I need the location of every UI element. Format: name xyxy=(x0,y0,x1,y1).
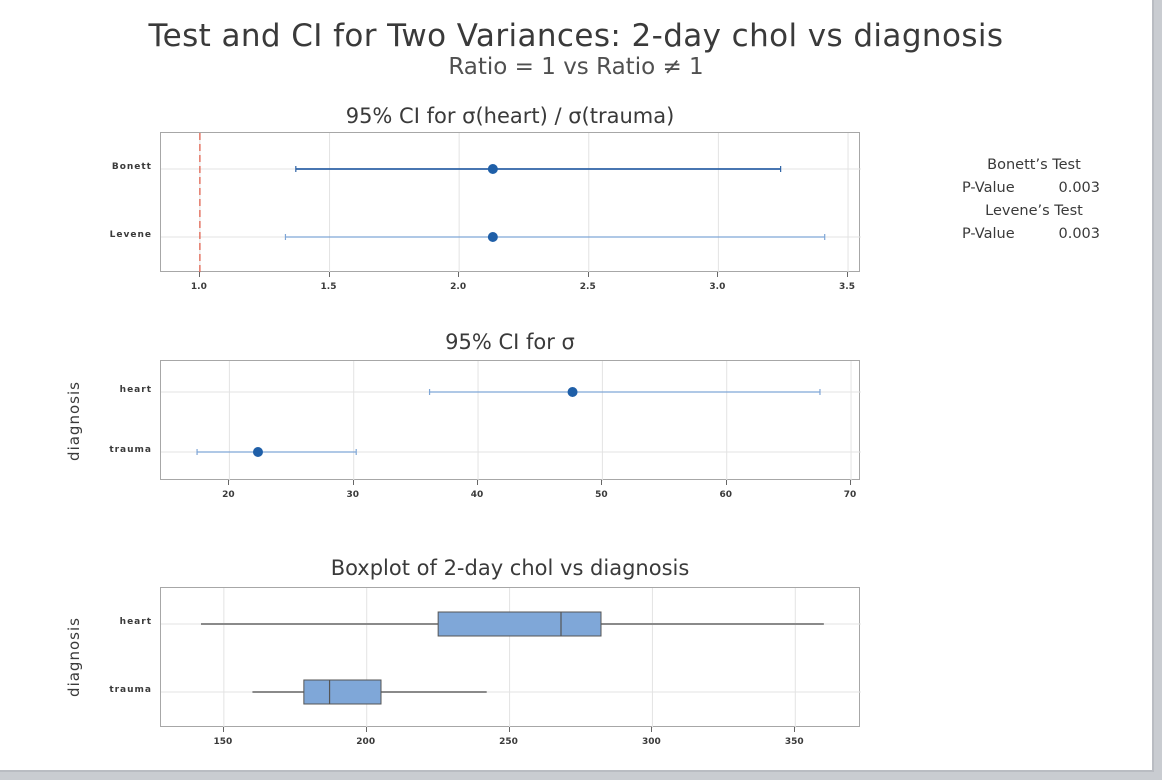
levene-pvalue-label: P-Value xyxy=(962,226,1015,242)
panel-title-boxplot: Boxplot of 2-day chol vs diagnosis xyxy=(330,556,690,580)
sigma-ci-plot-area xyxy=(160,360,861,481)
tick-label: 50 xyxy=(595,490,608,500)
category-label: heart xyxy=(119,385,152,395)
tick-mark xyxy=(717,272,719,277)
ratio-ci-plot-area xyxy=(160,132,861,273)
bonett-pvalue-row: P-Value 0.003 xyxy=(950,177,1110,200)
tick-label: 350 xyxy=(784,737,804,747)
ci-estimate-point xyxy=(252,447,263,457)
tick-mark xyxy=(794,727,796,732)
panel-title-ratio-ci: 95% CI for σ(heart) / σ(trauma) xyxy=(345,104,675,128)
category-label: Bonett xyxy=(111,162,152,172)
tick-label: 300 xyxy=(642,737,661,747)
tick-label: 150 xyxy=(213,737,233,747)
tick-label: 40 xyxy=(470,490,484,500)
tick-mark xyxy=(352,480,354,485)
subtitle: Ratio = 1 vs Ratio ≠ 1 xyxy=(448,54,704,80)
tick-mark xyxy=(228,480,230,485)
boxplot-plot-area xyxy=(160,587,861,728)
main-title: Test and CI for Two Variances: 2-day cho… xyxy=(148,18,1004,54)
ci-estimate-point xyxy=(567,387,578,397)
tick-mark xyxy=(365,727,367,732)
chart-svg-1 xyxy=(161,361,861,481)
tick-mark xyxy=(328,272,330,277)
tick-label: 250 xyxy=(499,737,518,747)
tick-label: 2.0 xyxy=(450,282,467,292)
tick-mark xyxy=(651,727,653,732)
levene-pvalue-row: P-Value 0.003 xyxy=(950,223,1110,246)
bonett-pvalue-value: 0.003 xyxy=(1058,180,1100,196)
bonett-pvalue-label: P-Value xyxy=(962,180,1015,196)
tick-mark xyxy=(508,727,510,732)
tick-mark xyxy=(847,272,849,277)
tick-mark xyxy=(198,272,200,277)
box-iqr xyxy=(303,679,382,705)
category-label: trauma xyxy=(109,445,152,455)
boxplot-y-axis-title: diagnosis xyxy=(65,617,83,697)
tick-label: 200 xyxy=(356,737,376,747)
tick-label: 60 xyxy=(719,490,732,500)
category-label: heart xyxy=(119,617,152,627)
tick-mark xyxy=(601,480,603,485)
stats-box: Bonett’s Test P-Value 0.003 Levene’s Tes… xyxy=(950,154,1110,246)
tick-mark xyxy=(587,272,589,277)
chart-svg-2 xyxy=(161,588,861,728)
tick-label: 1.5 xyxy=(320,282,337,292)
category-label: trauma xyxy=(109,685,152,695)
tick-mark xyxy=(725,480,727,485)
bonett-test-title: Bonett’s Test xyxy=(987,157,1081,173)
tick-label: 2.5 xyxy=(579,282,596,292)
category-label: Levene xyxy=(109,230,152,240)
chart-svg-0 xyxy=(161,133,861,273)
box-iqr xyxy=(437,611,602,637)
levene-test-title: Levene’s Test xyxy=(985,203,1083,219)
tick-label: 20 xyxy=(222,490,235,500)
tick-label: 3.0 xyxy=(709,282,726,292)
panel-title-sigma-ci: 95% CI for σ xyxy=(445,330,575,354)
levene-pvalue-value: 0.003 xyxy=(1058,226,1100,242)
tick-label: 70 xyxy=(843,490,857,500)
tick-mark xyxy=(477,480,479,485)
tick-mark xyxy=(222,727,224,732)
ci-estimate-point xyxy=(487,164,498,174)
tick-mark xyxy=(850,480,852,485)
tick-mark xyxy=(458,272,460,277)
sigma-ci-y-axis-title: diagnosis xyxy=(65,381,83,461)
tick-label: 1.0 xyxy=(190,282,207,292)
tick-label: 30 xyxy=(346,490,359,500)
tick-label: 3.5 xyxy=(839,282,855,292)
ci-estimate-point xyxy=(487,232,498,242)
